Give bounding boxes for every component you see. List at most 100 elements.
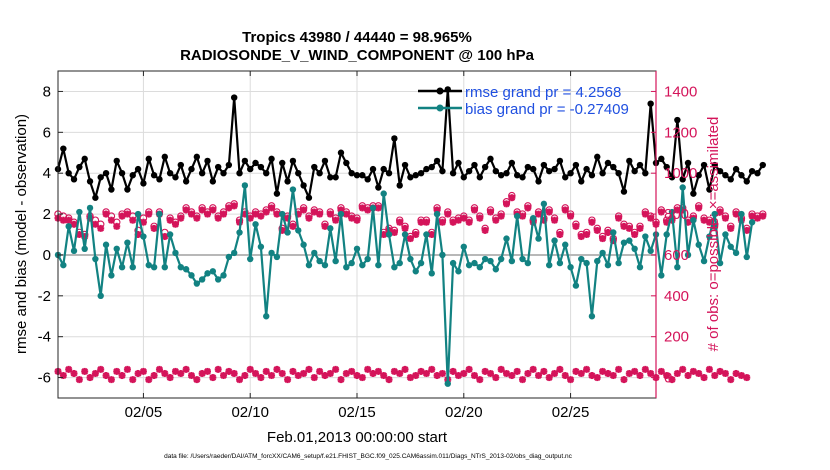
obs-cross-bar xyxy=(647,214,655,222)
y-left-tick-label: 6 xyxy=(43,124,51,141)
obs-low-point xyxy=(91,369,99,377)
obs-cross-bar xyxy=(551,216,558,224)
bias-point xyxy=(300,241,307,248)
rmse-point xyxy=(380,165,387,173)
bias-point xyxy=(337,210,345,218)
obs-cross-bar xyxy=(428,366,436,373)
obs-assimilated-point xyxy=(508,194,516,202)
rmse-point xyxy=(460,174,467,181)
obs-low-point xyxy=(294,372,302,380)
bias-point xyxy=(642,233,649,240)
bias-point xyxy=(615,259,622,267)
obs-low-point xyxy=(679,365,687,373)
obs-low-point xyxy=(241,372,249,380)
bias-point xyxy=(610,229,617,236)
obs-cross-bar xyxy=(689,368,697,375)
obs-cross-bar xyxy=(284,376,291,383)
obs-cross-bar xyxy=(193,376,201,383)
obs-cross-bar xyxy=(706,218,713,226)
obs-low-point xyxy=(572,367,580,375)
obs-cross-bar xyxy=(567,212,574,220)
bias-point xyxy=(658,272,665,279)
bias-point xyxy=(102,241,110,248)
obs-cross-bar xyxy=(577,370,585,377)
obs-low-point xyxy=(620,376,628,384)
obs-assimilated-point xyxy=(262,208,270,216)
obs-cross-bar xyxy=(177,214,185,222)
obs-low-point xyxy=(385,376,393,384)
obs-cross-bar xyxy=(102,372,110,379)
bias-point xyxy=(289,186,297,193)
obs-cross-bar xyxy=(220,210,227,218)
obs-cross-bar xyxy=(91,370,99,377)
obs-low-point xyxy=(166,374,174,382)
bias-point xyxy=(321,261,329,269)
obs-cross-bar xyxy=(593,374,601,381)
obs-cross-bar xyxy=(161,233,169,240)
obs-cross-bar xyxy=(556,366,564,373)
rmse-point xyxy=(263,169,270,177)
rmse-point xyxy=(225,161,233,169)
data-file-footer: data file: /Users/raeder/DAI/ATM_forcXX/… xyxy=(164,453,573,460)
bias-point xyxy=(198,276,206,283)
obs-low-point xyxy=(663,372,671,380)
rmse-point xyxy=(423,165,430,173)
obs-low-point xyxy=(711,372,719,380)
bias-point xyxy=(193,280,201,287)
obs-cross-bar xyxy=(588,218,596,226)
rmse-point xyxy=(156,176,163,183)
obs-cross-bar xyxy=(220,372,227,379)
obs-cross-bar xyxy=(145,376,153,383)
obs-cross-bar xyxy=(684,372,692,379)
obs-cross-bar xyxy=(615,366,623,373)
bias-point xyxy=(86,204,94,212)
obs-cross-bar xyxy=(262,208,270,216)
obs-assimilated-point xyxy=(321,222,329,230)
obs-cross-bar xyxy=(407,374,414,381)
obs-low-point xyxy=(70,369,78,377)
legend-bias-label: bias grand pr = -0.27409 xyxy=(465,101,629,118)
bias-point xyxy=(551,237,558,244)
bias-point xyxy=(252,221,259,228)
bias-point xyxy=(129,264,136,271)
rmse-point xyxy=(214,163,222,171)
obs-assimilated-point xyxy=(481,226,489,234)
rmse-point xyxy=(327,174,334,181)
obs-cross-bar xyxy=(332,216,340,224)
obs-assimilated-point xyxy=(486,208,494,216)
obs-cross-bar xyxy=(364,206,372,214)
rmse-line xyxy=(56,88,764,199)
obs-cross-bar xyxy=(412,231,420,238)
obs-low-point xyxy=(721,369,729,377)
obs-assimilated-point xyxy=(396,218,404,226)
rmse-point xyxy=(706,186,713,193)
rmse-point xyxy=(81,155,88,163)
bias-point xyxy=(166,231,174,238)
bias-point xyxy=(471,259,478,267)
rmse-point xyxy=(572,161,580,169)
obs-cross-bar xyxy=(124,366,131,373)
y-left-tick-label: 8 xyxy=(43,83,51,100)
obs-cross-bar xyxy=(706,366,713,373)
bias-point xyxy=(412,268,419,275)
bias-point xyxy=(572,282,580,289)
obs-cross-bar xyxy=(668,376,676,383)
rmse-point xyxy=(273,190,281,197)
obs-cross-bar xyxy=(476,376,484,383)
obs-cross-bar xyxy=(140,368,147,375)
obs-cross-bar xyxy=(342,210,350,218)
obs-low-point xyxy=(118,372,126,380)
rmse-point xyxy=(674,116,681,124)
obs-low-point xyxy=(428,365,436,373)
obs-assimilated-point xyxy=(460,214,468,222)
obs-cross-bar xyxy=(225,204,233,212)
rmse-point xyxy=(759,161,766,169)
obs-cross-bar xyxy=(385,376,393,383)
rmse-point xyxy=(604,159,612,167)
bias-point xyxy=(684,251,692,259)
obs-low-point xyxy=(438,369,446,377)
bias-point xyxy=(391,264,398,271)
x-axis: 02/05 02/10 02/15 02/20 02/25 xyxy=(125,71,589,421)
obs-assimilated-point xyxy=(257,212,265,220)
obs-assimilated-point xyxy=(572,222,580,230)
